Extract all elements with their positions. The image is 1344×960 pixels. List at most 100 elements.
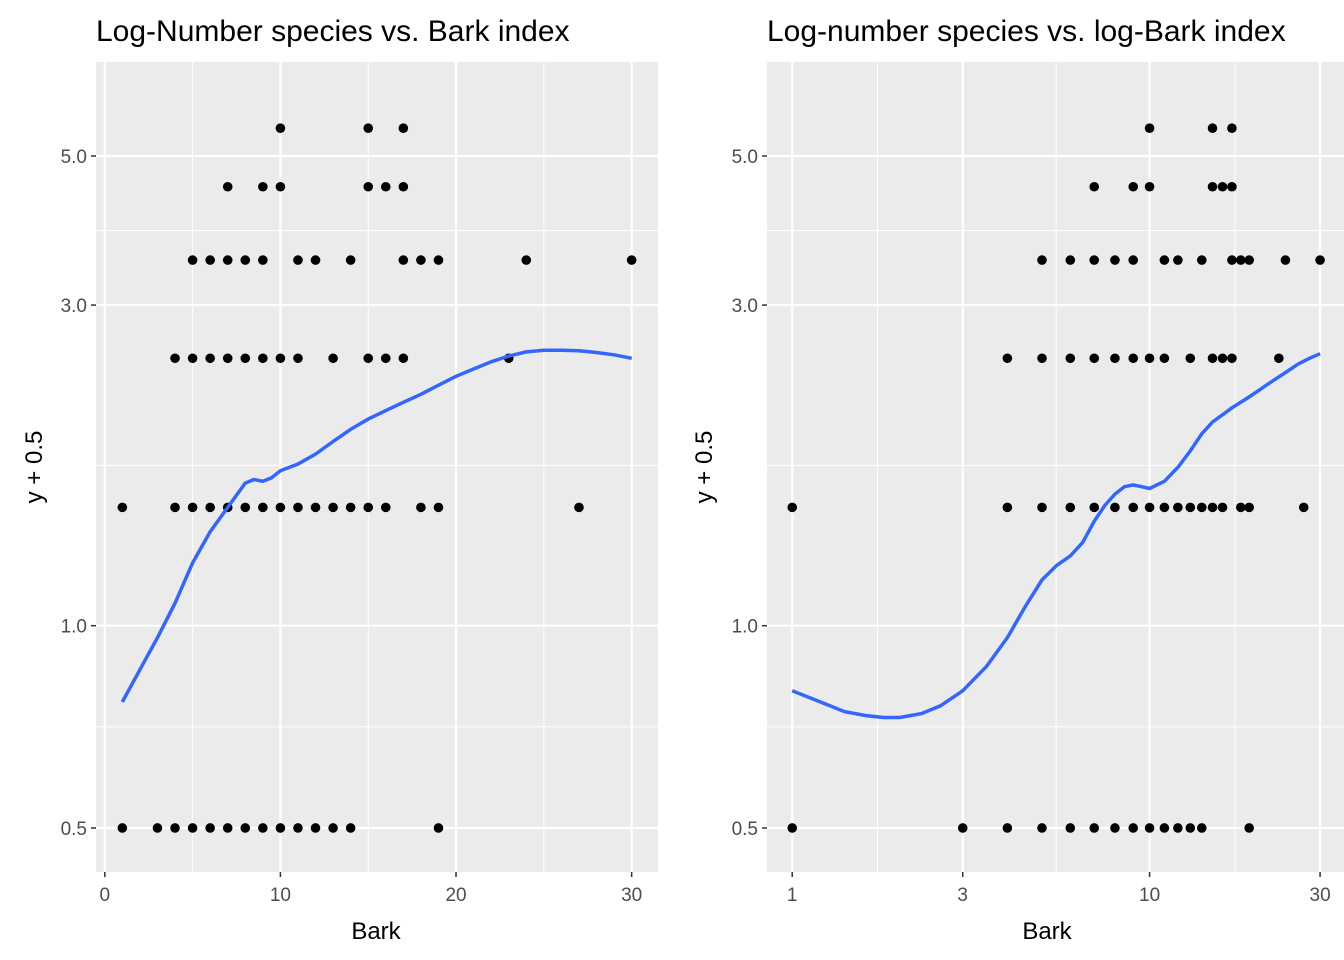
data-point (258, 823, 268, 833)
data-point (1089, 353, 1100, 364)
data-point (1159, 353, 1170, 364)
y-tick-label: 3.0 (732, 296, 758, 317)
data-point (433, 502, 444, 513)
data-point (787, 823, 798, 833)
data-point (240, 353, 251, 364)
data-point (328, 823, 338, 833)
data-point (1144, 353, 1155, 364)
data-point (293, 502, 303, 513)
right-panel: Log-number species vs. log-Bark index 0.… (691, 15, 1344, 945)
data-point (275, 502, 286, 513)
data-point (1315, 255, 1325, 265)
data-point (1244, 823, 1254, 833)
data-point (345, 823, 356, 833)
data-point (310, 823, 321, 833)
data-point (1280, 255, 1291, 265)
data-point (1227, 181, 1237, 192)
x-tick-label: 30 (1310, 885, 1331, 906)
data-point (310, 255, 321, 265)
right-smooth-line (791, 352, 1321, 720)
data-point (328, 502, 338, 513)
data-point (1227, 353, 1237, 364)
data-point (222, 255, 233, 265)
data-point (1110, 353, 1120, 364)
data-point (205, 353, 215, 364)
data-point (1065, 823, 1076, 833)
y-tick-label: 0.5 (732, 819, 758, 840)
data-point (398, 181, 409, 192)
data-point (1235, 255, 1246, 265)
x-tick-label: 1 (787, 885, 798, 906)
data-point (1128, 502, 1139, 513)
data-point (275, 181, 286, 192)
data-point (258, 181, 268, 192)
data-point (1144, 502, 1155, 513)
right-plot-background (767, 62, 1344, 872)
data-point (275, 123, 286, 133)
data-point (152, 823, 163, 833)
data-point (293, 823, 303, 833)
x-tick-label: 0 (99, 885, 110, 906)
data-point (1144, 123, 1155, 133)
data-point (433, 823, 444, 833)
data-point (1298, 502, 1309, 513)
data-point (398, 255, 409, 265)
data-point (1065, 353, 1076, 364)
x-tick-label: 10 (1139, 885, 1160, 906)
data-point (1037, 353, 1047, 364)
left-y-tick-labels: 0.5 1.0 3.0 5.0 (61, 147, 96, 840)
data-point (1244, 255, 1254, 265)
data-point (117, 823, 128, 833)
data-point (310, 502, 321, 513)
data-point (1217, 502, 1228, 513)
data-point (345, 255, 356, 265)
data-point (1110, 823, 1120, 833)
data-point (187, 255, 198, 265)
y-tick-label: 0.5 (61, 819, 87, 840)
left-chart-title: Log-Number species vs. Bark index (96, 15, 570, 48)
data-point (1159, 255, 1170, 265)
data-point (117, 502, 128, 513)
data-point (258, 255, 268, 265)
data-point (1207, 502, 1218, 513)
data-point (363, 181, 374, 192)
data-point (363, 353, 374, 364)
data-point (398, 353, 409, 364)
data-point (1128, 255, 1139, 265)
data-point (1185, 823, 1196, 833)
data-point (1002, 353, 1013, 364)
left-x-axis-title: Bark (351, 918, 401, 945)
right-scatter-points (787, 123, 1325, 833)
data-point (1235, 502, 1246, 513)
data-point (1037, 823, 1047, 833)
data-point (1128, 181, 1139, 192)
data-point (1196, 502, 1207, 513)
data-point (1185, 502, 1196, 513)
left-plot-background (96, 62, 658, 872)
data-point (363, 123, 374, 133)
data-point (380, 353, 391, 364)
data-point (626, 255, 637, 265)
data-point (170, 353, 180, 364)
data-point (187, 353, 198, 364)
left-scatter-points (117, 123, 637, 833)
x-tick-label: 30 (621, 885, 642, 906)
data-point (1207, 181, 1218, 192)
data-point (398, 123, 409, 133)
data-point (240, 502, 251, 513)
data-point (1173, 823, 1183, 833)
data-point (380, 181, 391, 192)
x-tick-label: 3 (957, 885, 968, 906)
data-point (258, 502, 268, 513)
left-smooth-line (120, 348, 633, 703)
right-x-axis-title: Bark (1022, 918, 1072, 945)
data-point (1196, 823, 1207, 833)
data-point (1185, 353, 1196, 364)
data-point (1144, 823, 1155, 833)
data-point (416, 502, 426, 513)
data-point (205, 255, 215, 265)
left-x-tick-labels: 0 10 20 30 (99, 872, 642, 906)
data-point (380, 502, 391, 513)
right-y-axis-title: y + 0.5 (691, 431, 718, 504)
